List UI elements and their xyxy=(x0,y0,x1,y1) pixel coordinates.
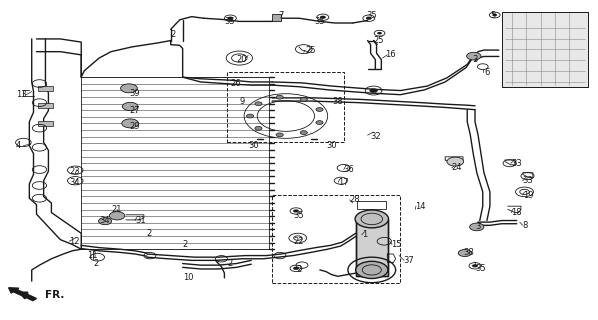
Circle shape xyxy=(492,14,497,16)
Bar xyxy=(358,201,386,209)
Circle shape xyxy=(466,52,481,60)
Text: 18: 18 xyxy=(511,208,521,217)
Bar xyxy=(272,195,401,283)
Text: 29: 29 xyxy=(129,122,139,131)
Text: 32: 32 xyxy=(371,132,381,140)
Circle shape xyxy=(276,133,283,137)
Bar xyxy=(502,12,588,87)
Text: 35: 35 xyxy=(366,11,377,20)
Text: 33: 33 xyxy=(511,159,521,168)
Text: 1: 1 xyxy=(362,230,367,239)
Circle shape xyxy=(300,131,307,134)
Text: 37: 37 xyxy=(404,256,414,265)
Circle shape xyxy=(122,119,139,128)
Text: 35: 35 xyxy=(293,211,304,220)
Bar xyxy=(38,86,53,91)
Text: 17: 17 xyxy=(338,178,349,187)
Text: 22: 22 xyxy=(293,237,304,246)
Bar xyxy=(356,219,389,276)
Text: 27: 27 xyxy=(129,106,139,115)
Bar xyxy=(227,72,344,142)
Text: 39: 39 xyxy=(129,89,139,98)
Circle shape xyxy=(109,212,125,220)
Text: 11: 11 xyxy=(87,251,97,260)
Text: 38: 38 xyxy=(332,97,343,106)
Text: 19: 19 xyxy=(523,190,533,200)
Text: 38: 38 xyxy=(463,248,474,257)
Bar xyxy=(272,14,281,21)
Text: 15: 15 xyxy=(392,240,402,249)
Text: 3: 3 xyxy=(475,222,480,231)
Text: 7: 7 xyxy=(278,11,283,20)
Text: 2: 2 xyxy=(227,259,233,268)
Text: 25: 25 xyxy=(374,36,384,45)
Text: 25: 25 xyxy=(305,45,316,55)
Circle shape xyxy=(469,223,484,231)
Text: 24: 24 xyxy=(451,164,462,172)
Text: 4: 4 xyxy=(16,141,21,150)
Circle shape xyxy=(377,32,382,35)
Circle shape xyxy=(447,157,463,166)
Text: 13: 13 xyxy=(16,90,26,99)
Text: 33: 33 xyxy=(523,176,533,185)
Text: 14: 14 xyxy=(416,202,426,211)
Bar xyxy=(38,103,53,108)
Text: 2: 2 xyxy=(182,240,188,249)
Text: 2: 2 xyxy=(147,229,152,238)
Text: 8: 8 xyxy=(523,221,528,230)
Circle shape xyxy=(316,108,323,111)
Text: 35: 35 xyxy=(314,17,325,26)
Text: 30: 30 xyxy=(248,141,259,150)
Bar xyxy=(38,121,53,126)
Text: 2: 2 xyxy=(296,265,301,275)
Text: 30: 30 xyxy=(326,141,337,150)
Text: 23: 23 xyxy=(69,167,80,176)
Text: 28: 28 xyxy=(350,195,361,204)
Text: 2: 2 xyxy=(170,30,176,39)
Text: 36: 36 xyxy=(344,165,355,174)
Circle shape xyxy=(370,88,378,93)
Text: 35: 35 xyxy=(475,264,486,273)
Circle shape xyxy=(99,218,112,225)
Circle shape xyxy=(356,261,388,278)
Text: 5: 5 xyxy=(490,11,495,20)
Bar xyxy=(356,219,389,276)
Circle shape xyxy=(276,95,283,99)
Text: 34: 34 xyxy=(99,216,110,225)
Text: 2: 2 xyxy=(93,259,99,268)
Circle shape xyxy=(227,17,233,20)
Circle shape xyxy=(300,98,307,101)
Text: 35: 35 xyxy=(224,17,235,26)
Circle shape xyxy=(366,17,372,20)
Text: 21: 21 xyxy=(111,205,121,214)
Circle shape xyxy=(255,126,262,130)
Text: 12: 12 xyxy=(69,237,80,246)
Circle shape xyxy=(458,250,471,257)
Text: 10: 10 xyxy=(182,273,193,282)
Text: 31: 31 xyxy=(135,216,145,225)
Text: FR.: FR. xyxy=(45,291,65,300)
Circle shape xyxy=(121,84,138,93)
Circle shape xyxy=(355,210,389,228)
Circle shape xyxy=(472,264,478,268)
Text: 20: 20 xyxy=(236,55,247,64)
Circle shape xyxy=(320,16,326,19)
Circle shape xyxy=(316,121,323,124)
Circle shape xyxy=(255,102,262,106)
FancyArrow shape xyxy=(8,288,36,301)
Text: 16: 16 xyxy=(386,50,396,59)
Circle shape xyxy=(293,209,299,212)
Circle shape xyxy=(246,114,254,118)
Text: 9: 9 xyxy=(239,97,245,106)
Bar xyxy=(502,12,588,87)
Circle shape xyxy=(293,267,299,270)
Text: 6: 6 xyxy=(484,68,489,77)
Text: 3: 3 xyxy=(472,55,477,64)
Circle shape xyxy=(123,102,138,111)
Text: 26: 26 xyxy=(230,79,241,88)
Text: 34: 34 xyxy=(69,178,80,187)
